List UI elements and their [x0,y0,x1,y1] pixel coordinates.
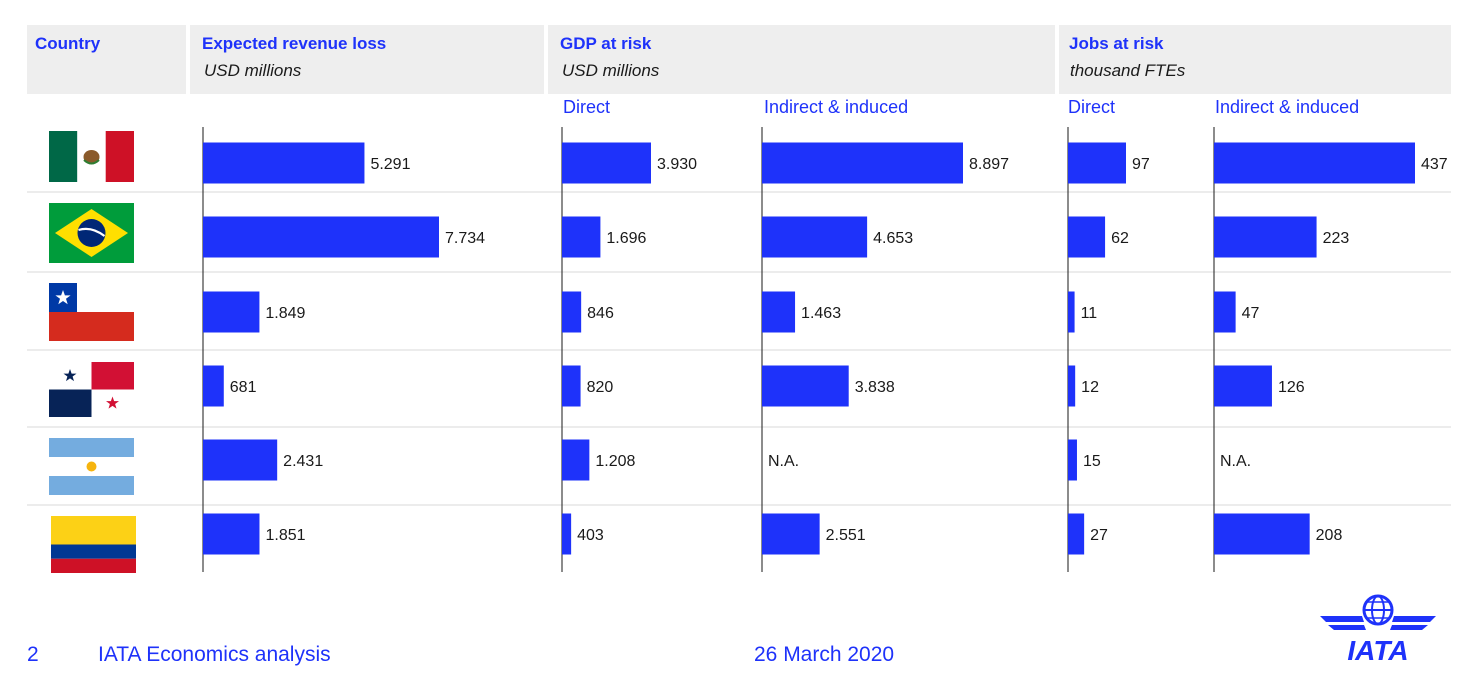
revenue-bar-mexico [203,142,365,184]
gdp-indirect-subheader: Indirect & induced [764,97,909,117]
gdp-indirect-value-label-argentina: N.A. [768,453,799,470]
jobs-indirect-bar-colombia [1214,513,1310,555]
gdp-direct-bar-brazil [562,216,601,258]
jobs-indirect-value-label-argentina: N.A. [1220,453,1251,470]
jobs-indirect-value-label-panama: 126 [1278,379,1305,396]
gdp-direct-bar-chile [562,291,582,333]
gdp-indirect-bar-mexico [762,142,963,184]
revenue-value-label-brazil: 7.734 [445,230,485,247]
jobs-direct-bar-argentina [1068,439,1077,481]
revenue-bar-chile [203,291,260,333]
jobs-indirect-bar-mexico [1214,142,1415,184]
jobs-direct-value-label-panama: 12 [1081,379,1099,396]
revenue-bar-brazil [203,216,439,258]
jobs-direct-value-label-argentina: 15 [1083,453,1101,470]
jobs-direct-bar-brazil [1068,216,1106,258]
revenue-value-label-mexico: 5.291 [370,156,410,173]
gdp-indirect-value-label-colombia: 2.551 [826,527,866,544]
gdp-direct-value-label-colombia: 403 [577,527,604,544]
jobs-indirect-bar-chile [1214,291,1236,333]
gdp-header-title: GDP at risk [560,34,652,53]
panama-flag-icon [49,362,134,417]
revenue-header-title: Expected revenue loss [202,34,387,53]
jobs-direct-bar-panama [1068,365,1076,407]
jobs-indirect-value-label-chile: 47 [1242,305,1260,322]
gdp-indirect-value-label-mexico: 8.897 [969,156,1009,173]
header-country: Country [27,25,186,94]
iata-logo-text: IATA [1347,635,1408,664]
argentina-flag-icon [49,438,134,495]
gdp-header-unit: USD millions [562,61,660,80]
jobs-direct-subheader: Direct [1068,97,1116,117]
gdp-indirect-bar-chile [762,291,796,333]
gdp-direct-bar-colombia [562,513,572,555]
revenue-bar-colombia [203,513,260,555]
jobs-direct-value-label-chile: 11 [1081,305,1098,322]
revenue-bar-argentina [203,439,278,481]
gdp-direct-bar-panama [562,365,581,407]
country-header-label: Country [35,34,101,53]
jobs-direct-bar-chile [1068,291,1075,333]
gdp-direct-value-label-argentina: 1.208 [595,453,635,470]
iata-logo-icon: IATA [1320,594,1436,664]
gdp-direct-value-label-panama: 820 [587,379,614,396]
page-number: 2 [27,643,39,666]
header-revenue: Expected revenue loss USD millions [190,25,544,94]
mexico-flag-icon [49,131,134,182]
gdp-indirect-value-label-panama: 3.838 [855,379,895,396]
chile-flag-icon [49,283,134,341]
jobs-indirect-value-label-brazil: 223 [1323,230,1350,247]
jobs-header-title: Jobs at risk [1069,34,1164,53]
gdp-indirect-value-label-brazil: 4.653 [873,230,913,247]
gdp-direct-value-label-mexico: 3.930 [657,156,697,173]
jobs-direct-bar-colombia [1068,513,1085,555]
revenue-value-label-argentina: 2.431 [283,453,323,470]
gdp-direct-bar-argentina [562,439,590,481]
revenue-value-label-colombia: 1.851 [265,527,305,544]
jobs-header-unit: thousand FTEs [1070,61,1186,80]
jobs-direct-value-label-mexico: 97 [1132,156,1150,173]
jobs-direct-value-label-brazil: 62 [1111,230,1129,247]
gdp-indirect-bar-brazil [762,216,868,258]
revenue-value-label-chile: 1.849 [265,305,305,322]
gdp-direct-value-label-chile: 846 [587,305,614,322]
gdp-direct-value-label-brazil: 1.696 [606,230,646,247]
jobs-direct-value-label-colombia: 27 [1090,527,1108,544]
gdp-indirect-bar-panama [762,365,849,407]
jobs-indirect-subheader: Indirect & induced [1215,97,1360,117]
jobs-indirect-value-label-colombia: 208 [1316,527,1343,544]
footer-date: 26 March 2020 [754,643,895,666]
jobs-indirect-bar-brazil [1214,216,1317,258]
colombia-flag-icon [51,516,136,573]
gdp-indirect-value-label-chile: 1.463 [801,305,841,322]
revenue-bar-panama [203,365,224,407]
brazil-flag-icon [49,203,134,263]
gdp-indirect-bar-colombia [762,513,820,555]
header-jobs: Jobs at risk thousand FTEs [1059,25,1451,94]
header-gdp: GDP at risk USD millions [548,25,1055,94]
jobs-indirect-bar-panama [1214,365,1272,407]
gdp-direct-subheader: Direct [563,97,611,117]
gdp-direct-bar-mexico [562,142,651,184]
jobs-direct-bar-mexico [1068,142,1126,184]
jobs-indirect-value-label-mexico: 437 [1421,156,1448,173]
revenue-value-label-panama: 681 [230,379,257,396]
revenue-header-unit: USD millions [204,61,302,80]
footer-source: IATA Economics analysis [98,643,331,666]
